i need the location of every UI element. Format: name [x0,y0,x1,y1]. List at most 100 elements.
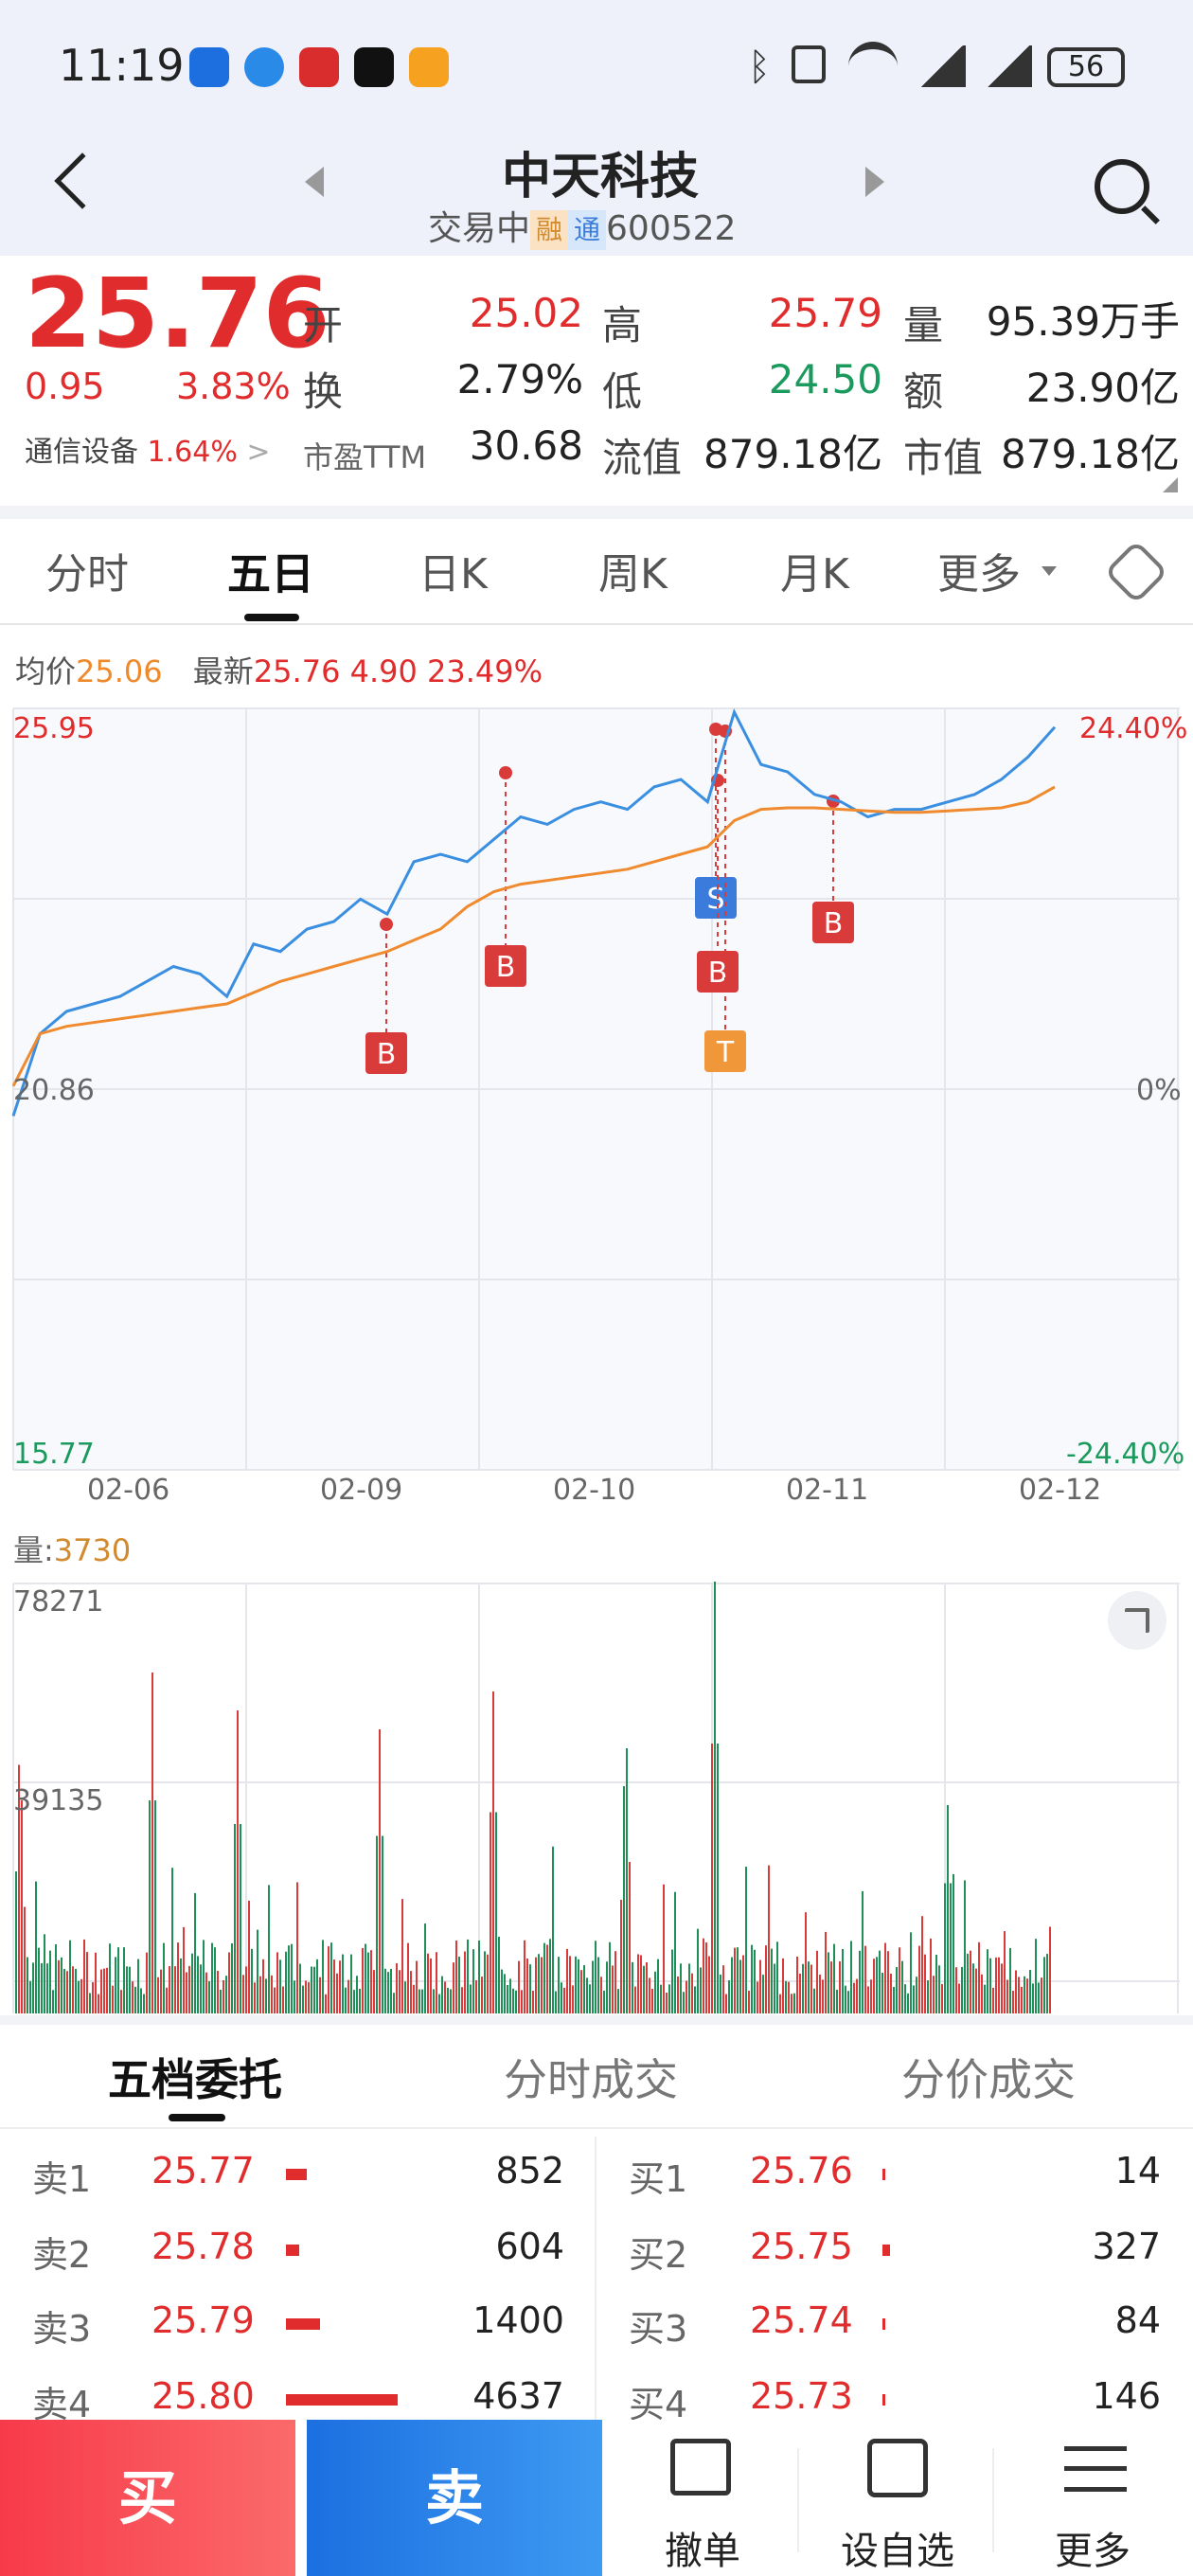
trade-marker-label: B [708,957,728,990]
buy-button[interactable]: 买 [0,2420,295,2576]
settings-icon[interactable] [1104,540,1168,604]
volume-bar [774,1963,775,2013]
volume-bar [311,1966,312,2013]
volume-bar [717,1744,719,2013]
tab-price-trades[interactable]: 分价成交 [901,2054,1076,2105]
volume-bar [149,1800,151,2013]
expand-corner-icon[interactable] [1163,477,1178,492]
footer-divider [992,2448,994,2552]
fullscreen-icon[interactable] [1108,1591,1166,1650]
volume-bar [180,1958,182,2013]
volume-bar [620,1900,622,2013]
more-button[interactable]: 更多 [996,2420,1193,2576]
volume-bar [759,1959,761,2013]
tab-five-day[interactable]: 五日 [227,548,314,599]
volume-bar [52,1990,54,2013]
sell-volume-bar [286,2169,307,2180]
prev-stock-icon[interactable] [305,167,324,197]
back-button[interactable] [54,152,111,209]
volume-bar [901,1960,903,2013]
sell-level-label: 卖3 [32,2308,92,2350]
sell-qty: 852 [495,2150,564,2191]
volume-bar [714,1582,716,2013]
five-day-chart[interactable]: B B S B T B [0,701,1193,1515]
latest-label: 最新 [192,653,254,689]
sell-volume-bar [286,2245,299,2256]
volume-bar [299,1963,301,2013]
volume-bar [237,1710,239,2013]
tab-intraday-trades[interactable]: 分时成交 [504,2054,678,2105]
tab-more[interactable]: 更多 [937,550,1021,599]
volume-bar [240,1824,241,2013]
volume-bar [1006,1979,1008,2013]
volume-bar [197,1956,199,2013]
volume-bar [123,1947,125,2013]
volume-bar [785,1980,787,2013]
active-tab-indicator [169,2114,225,2121]
volume-bar [975,1968,977,2013]
divider [0,506,1193,519]
volume-bar [245,1966,247,2013]
volume-bar [987,1949,988,2013]
volume-bar [387,1972,389,2013]
signal-icon-2 [985,45,1032,87]
volume-bar [441,1976,443,2013]
sell-button[interactable]: 卖 [307,2420,602,2576]
trade-marker [697,951,739,993]
y-left-mid: 20.86 [13,1074,95,1107]
sell-qty: 4637 [472,2375,564,2417]
tab-weekly-k[interactable]: 周K [598,550,668,599]
volume-bar [734,1947,736,2013]
volume-bar [396,1963,398,2013]
footer-divider [797,2448,799,2552]
volume-bar [234,1824,236,2013]
volume-bar [552,1846,554,2013]
tab-order-book[interactable]: 五档委托 [108,2054,282,2105]
volume-bar [1015,1970,1017,2013]
volume-bar [481,1977,483,2013]
tab-daily-k[interactable]: 日K [418,550,488,599]
volume-bar [424,1923,426,2013]
volume-bar [779,1994,781,2013]
volume-bar [134,1986,136,2013]
volume-bar [495,1812,497,2013]
volume-bar [802,1963,804,2013]
volume-bar [370,1950,372,2013]
connect-tag: 通 [568,210,607,250]
volume-bar [583,1965,585,2013]
chart-info: 均价25.06 最新25.76 4.90 23.49% [15,648,543,691]
volume-bar [399,1970,401,2013]
float-cap-label: 流值 [602,435,683,481]
volume-bar [186,1972,187,2013]
buy-level-label: 买1 [629,2158,688,2200]
volume-y-top: 78271 [13,1585,104,1619]
volume-bar [810,1964,812,2013]
volume-bar [580,1970,582,2013]
tabs-divider [0,2127,1193,2129]
volume-bar [137,1959,139,2013]
volume-bar [501,1969,503,2013]
search-icon[interactable] [1095,159,1149,214]
pe-label: 市盈TTM [303,439,427,475]
volume-bar [169,1966,170,2013]
volume-bar [393,1993,395,2013]
volume-bar [839,1961,841,2013]
volume-bar [174,1966,176,2013]
volume-bar [282,1986,284,2013]
tab-monthly-k[interactable]: 月K [780,550,849,599]
trade-footer: 买 卖 撤单 设自选 更多 [0,2420,1193,2576]
next-stock-icon[interactable] [865,167,884,197]
cancel-order-button[interactable]: 撤单 [606,2420,795,2576]
volume-bar [21,1800,23,2013]
float-cap-value: 879.18亿 [703,431,882,477]
tab-intraday[interactable]: 分时 [45,550,129,599]
watchlist-button[interactable]: 设自选 [801,2420,990,2576]
buy-price: 25.73 [750,2375,853,2417]
sector-link[interactable]: 通信设备 1.64% > [25,428,271,470]
volume-bar [757,1981,758,2013]
volume-chart[interactable] [0,1578,1193,2023]
menu-icon-middle [1064,2466,1127,2471]
volume-bar [328,1946,329,2013]
avg-price-line [11,785,1056,1087]
volume-bar [259,1976,261,2013]
